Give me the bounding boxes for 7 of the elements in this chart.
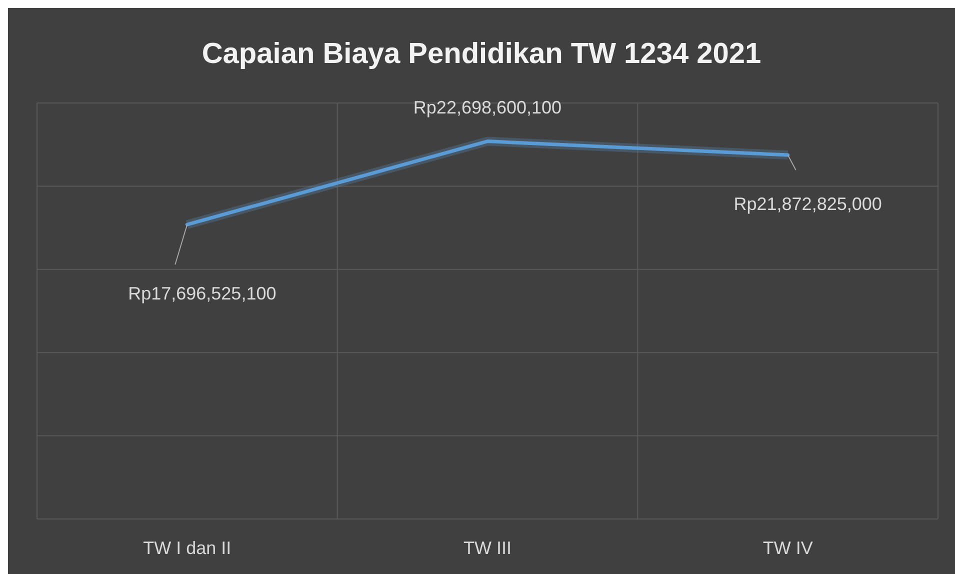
chart-title: Capaian Biaya Pendidikan TW 1234 2021 <box>202 38 762 70</box>
data-label: Rp22,698,600,100 <box>413 97 562 118</box>
x-tick-label: TW IV <box>762 538 813 558</box>
x-tick-label: TW III <box>464 538 512 558</box>
data-label: Rp21,872,825,000 <box>734 194 882 214</box>
x-tick-label: TW I dan II <box>143 538 232 558</box>
data-label: Rp17,696,525,100 <box>128 284 276 304</box>
